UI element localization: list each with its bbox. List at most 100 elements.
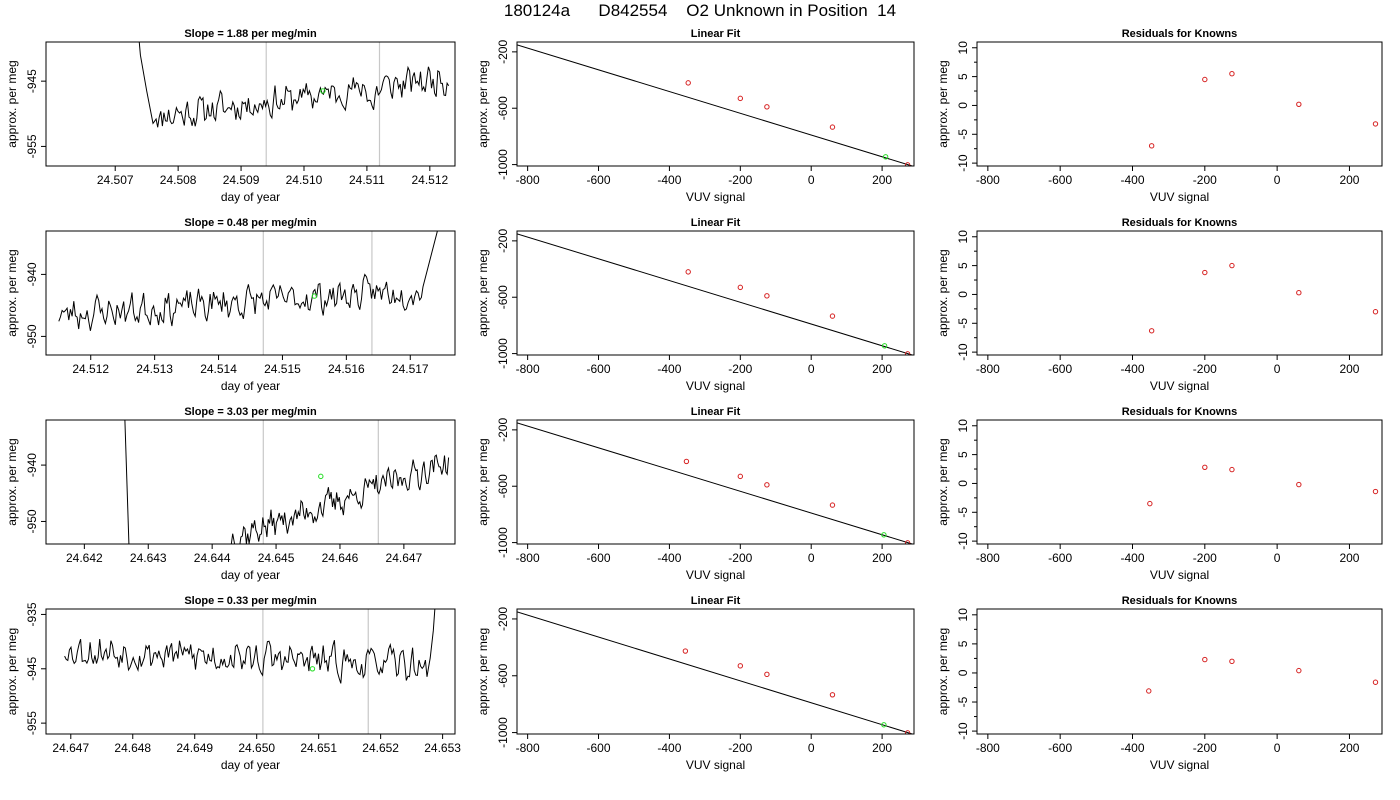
y-tick-label: -5 (956, 696, 970, 707)
x-tick-label: -800 (976, 741, 1000, 755)
y-tick-label: -935 (25, 602, 39, 626)
x-tick-label: -800 (976, 551, 1000, 565)
y-axis-label: approx. per meg (5, 438, 19, 525)
x-tick-label: -200 (1193, 362, 1217, 376)
x-tick-label: 200 (872, 173, 892, 187)
panel-title: Slope = 3.03 per meg/min (184, 406, 317, 418)
known-point-marker (737, 473, 744, 480)
known-point-marker (685, 80, 691, 86)
unknown-point-marker (309, 666, 316, 672)
known-point-marker (829, 502, 836, 508)
panel-r2c1: Slope = 0.48 per meg/min day of year appro… (5, 217, 456, 393)
known-point-marker (1296, 101, 1302, 107)
x-tick-label: 0 (808, 173, 815, 187)
known-point-marker (829, 313, 836, 319)
y-axis-label: approx. per meg (5, 628, 19, 715)
known-point-marker (685, 269, 691, 275)
y-axis-label: approx. per meg (5, 249, 19, 336)
known-point-marker (1202, 76, 1208, 83)
x-tick-label: -800 (976, 362, 1000, 376)
panel-title: Linear Fit (691, 406, 741, 418)
known-point-marker (1372, 121, 1379, 127)
known-point-marker (1229, 71, 1235, 77)
x-axis-label: day of year (221, 190, 280, 204)
known-point-marker (904, 730, 911, 734)
x-tick-label: 24.508 (160, 173, 197, 187)
x-tick-label: 200 (1339, 362, 1359, 376)
panel-title: Residuals for Knowns (1122, 28, 1238, 40)
y-tick-label: -200 (496, 607, 510, 631)
y-tick-label: 5 (956, 262, 970, 269)
plot-area (58, 231, 438, 355)
known-point-marker (1148, 328, 1155, 334)
fit-line (517, 44, 913, 166)
x-tick-label: 200 (1339, 551, 1359, 565)
y-tick-label: -10 (956, 343, 970, 361)
x-tick-label: 200 (872, 741, 892, 755)
plot-frame (45, 41, 456, 167)
known-point-marker (1372, 488, 1379, 495)
known-point-marker (764, 104, 770, 110)
unknown-point-marker (320, 88, 326, 94)
unknown-point-marker (881, 722, 887, 728)
y-tick-label: -10 (956, 154, 970, 172)
x-tick-label: -600 (1048, 362, 1072, 376)
plot-frame (976, 41, 1383, 167)
plot-frame (516, 419, 915, 545)
x-axis-label: VUV signal (686, 568, 745, 582)
known-point-marker (1229, 466, 1235, 473)
known-point-marker (1229, 658, 1235, 665)
x-tick-label: -600 (1048, 173, 1072, 187)
plot-frame (976, 230, 1383, 356)
panel-title: Slope = 0.48 per meg/min (184, 217, 317, 229)
y-axis-label: approx. per meg (936, 60, 950, 147)
x-tick-label: 24.509 (223, 173, 260, 187)
x-tick-label: 0 (1274, 741, 1281, 755)
y-tick-label: 0 (956, 669, 970, 676)
x-axis-label: VUV signal (686, 379, 745, 393)
y-tick-label: -950 (25, 509, 39, 533)
x-tick-label: -200 (1193, 173, 1217, 187)
y-tick-label: -5 (956, 507, 970, 518)
y-axis-label: approx. per meg (476, 438, 490, 525)
x-tick-label: 0 (1274, 551, 1281, 565)
known-point-marker (737, 663, 744, 669)
known-point-marker (904, 162, 911, 166)
x-axis-label: VUV signal (1150, 568, 1209, 582)
plot-area (64, 609, 436, 734)
y-tick-label: -600 (496, 285, 510, 309)
figure-title: 180124a D842554 O2 Unknown in Position 1… (503, 1, 897, 20)
x-tick-label: -600 (587, 362, 611, 376)
x-tick-label: -200 (728, 551, 752, 565)
plot-area (124, 420, 450, 544)
x-axis-label: VUV signal (686, 190, 745, 204)
known-point-marker (683, 458, 690, 465)
x-tick-label: 24.647 (386, 551, 423, 565)
unknown-point-marker (882, 154, 889, 160)
plot-frame (976, 419, 1383, 545)
x-tick-label: 0 (808, 362, 815, 376)
x-tick-label: -600 (587, 741, 611, 755)
x-tick-label: -400 (657, 173, 681, 187)
plot-area (517, 233, 913, 355)
known-point-marker (1147, 500, 1153, 507)
data-series-line (64, 609, 436, 684)
known-point-marker (1296, 481, 1302, 488)
x-tick-label: 24.647 (52, 741, 89, 755)
plot-frame (516, 230, 915, 356)
panel-r2c3: Residuals for Knowns VUV signal approx. pe… (936, 217, 1383, 393)
y-tick-label: -945 (25, 656, 39, 680)
unknown-point-marker (881, 532, 887, 538)
plot-area (1147, 464, 1379, 507)
plot-area (517, 44, 913, 166)
y-tick-label: -1000 (496, 717, 510, 748)
y-tick-label: -200 (496, 40, 510, 64)
x-tick-label: -200 (728, 362, 752, 376)
y-axis-label: approx. per meg (5, 60, 19, 147)
panel-title: Linear Fit (691, 595, 741, 607)
plot-area (1146, 656, 1379, 694)
y-tick-label: -955 (25, 134, 39, 158)
x-tick-label: -400 (1120, 362, 1144, 376)
x-axis-label: VUV signal (1150, 758, 1209, 772)
